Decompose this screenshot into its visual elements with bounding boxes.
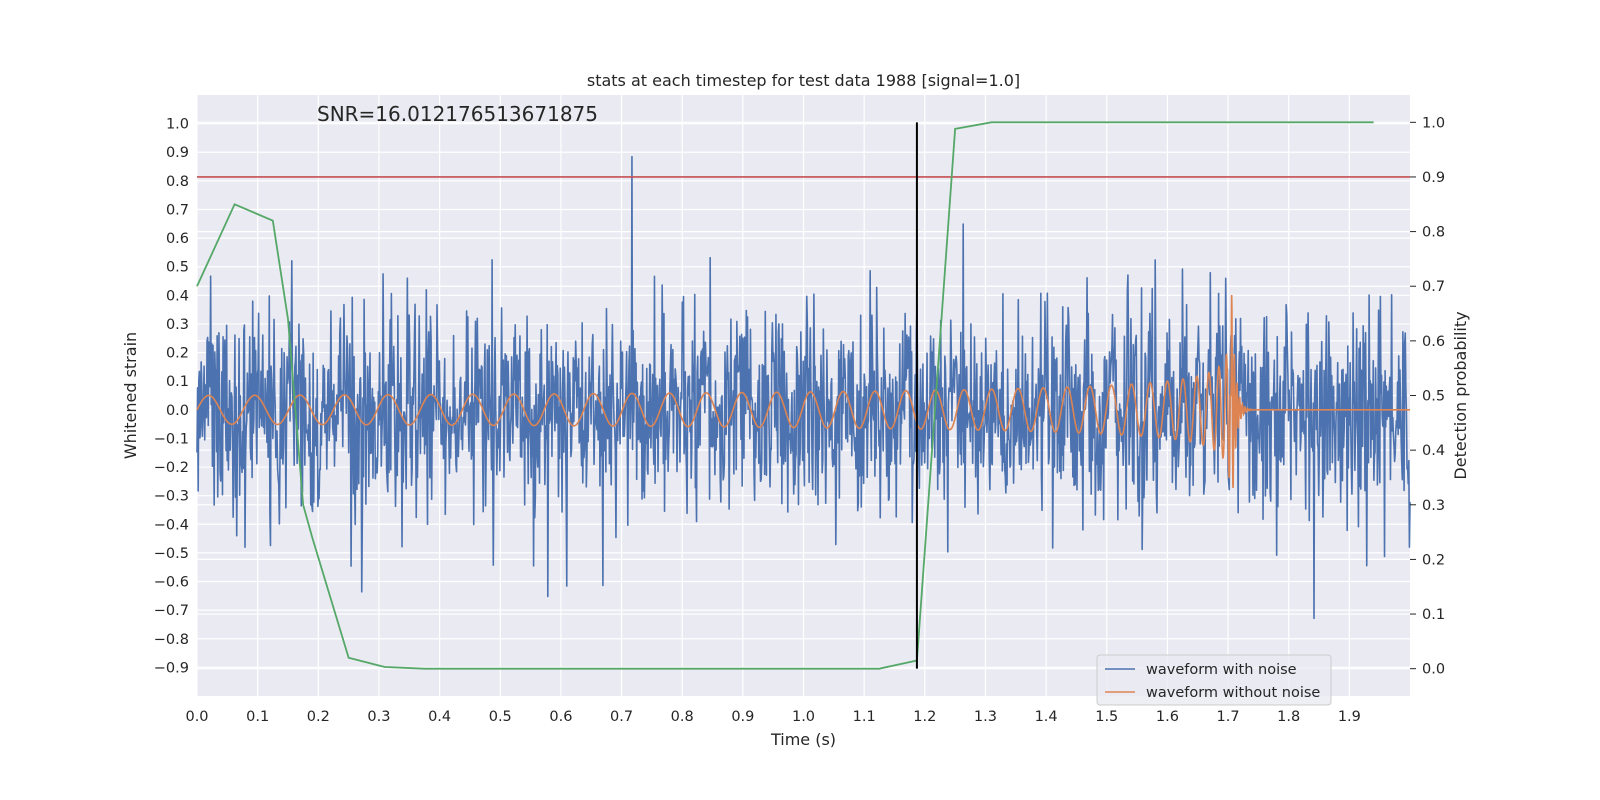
y2-tick-label: 0.5	[1422, 389, 1445, 405]
y2-tick-label: 0.9	[1422, 170, 1445, 186]
y-tick-label: 0.9	[166, 145, 189, 161]
chart-title: stats at each timestep for test data 198…	[587, 71, 1020, 90]
legend: waveform with noise waveform without noi…	[1096, 654, 1332, 706]
y-tick-label: 0.3	[166, 317, 189, 333]
y-tick-label: 0.5	[166, 260, 189, 276]
legend-label-noise: waveform with noise	[1146, 662, 1297, 678]
x-tick-label: 1.8	[1277, 709, 1300, 725]
x-tick-label: 0.2	[307, 709, 330, 725]
x-tick-label: 1.3	[974, 709, 997, 725]
y-tick-label: 0.0	[166, 403, 189, 419]
x-tick-label: 1.0	[792, 709, 815, 725]
x-tick-label: 1.2	[913, 709, 936, 725]
x-tick-label: 0.4	[428, 709, 451, 725]
x-tick-label: 0.3	[367, 709, 390, 725]
y-tick-label: 0.1	[166, 374, 189, 390]
y2-tick-label: 0.0	[1422, 662, 1445, 678]
x-tick-label: 0.7	[610, 709, 633, 725]
y-tick-label: −0.9	[154, 660, 189, 676]
y2-tick-label: 0.7	[1422, 279, 1445, 295]
y-tick-label: 0.7	[166, 202, 189, 218]
x-tick-label: 1.7	[1217, 709, 1240, 725]
y-tick-label: −0.1	[154, 431, 189, 447]
y-tick-label: 0.8	[166, 174, 189, 190]
y-tick-label: −0.3	[154, 489, 189, 505]
y-axis-label: Whitened strain	[121, 332, 140, 459]
x-tick-label: 0.6	[549, 709, 572, 725]
y-tick-label: −0.6	[154, 575, 189, 591]
y2-tick-label: 0.2	[1422, 552, 1445, 568]
y-tick-label: −0.5	[154, 546, 189, 562]
x-tick-label: 1.1	[853, 709, 876, 725]
y-tick-label: −0.4	[154, 517, 189, 533]
y2-axis-label: Detection probability	[1451, 311, 1470, 479]
y-tick-label: −0.8	[154, 632, 189, 648]
series-detection-probability	[196, 121, 1374, 670]
y-tick-label: −0.7	[154, 603, 189, 619]
y-tick-label: 1.0	[166, 117, 189, 133]
series-waveform-without-noise	[196, 294, 1410, 489]
y2-tick-label: 0.1	[1422, 607, 1445, 623]
x-tick-label: 0.0	[185, 709, 208, 725]
y2-tick-label: 0.4	[1422, 443, 1445, 459]
legend-box	[1096, 654, 1332, 706]
snr-annotation: SNR=16.012176513671875	[317, 102, 598, 126]
y2-tick-label: 1.0	[1422, 115, 1445, 131]
tick-labels: 0.0 0.1 0.2 0.3 0.4 0.5 0.6 0.7 0.8 0.9 1.0 1.1 1.2 1…	[154, 115, 1445, 725]
legend-label-clean: waveform without noise	[1146, 685, 1320, 701]
y2-tick-label: 0.3	[1422, 498, 1445, 514]
x-axis-label: Time (s)	[770, 730, 836, 749]
y-tick-label: 0.4	[166, 288, 189, 304]
y-tick-label: 0.2	[166, 346, 189, 362]
x-tick-label: 1.5	[1095, 709, 1118, 725]
x-tick-label: 1.9	[1338, 709, 1361, 725]
x-tick-label: 0.9	[731, 709, 754, 725]
x-tick-label: 0.5	[489, 709, 512, 725]
x-tick-label: 1.6	[1156, 709, 1179, 725]
data-layer	[196, 121, 1411, 670]
y2-tick-label: 0.6	[1422, 334, 1445, 350]
y-tick-label: 0.6	[166, 231, 189, 247]
x-tick-label: 0.1	[246, 709, 269, 725]
x-tick-label: 0.8	[671, 709, 694, 725]
y-tick-label: −0.2	[154, 460, 189, 476]
x-tick-label: 1.4	[1035, 709, 1058, 725]
y2-tick-label: 0.8	[1422, 225, 1445, 241]
